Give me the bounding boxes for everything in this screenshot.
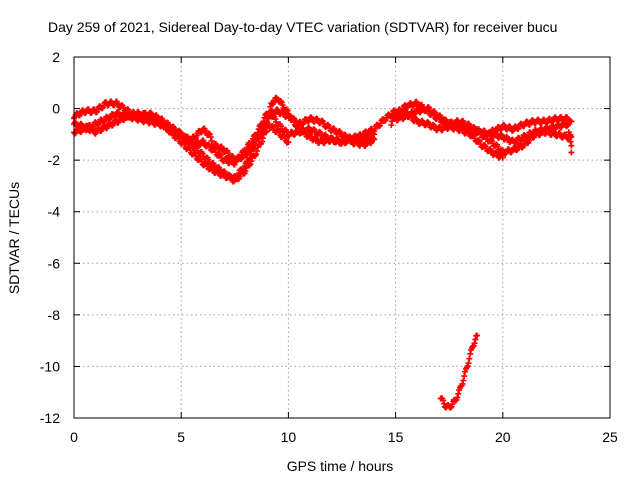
data-point bbox=[565, 129, 572, 136]
data-point bbox=[160, 120, 167, 127]
data-point bbox=[319, 117, 326, 124]
data-point bbox=[279, 108, 286, 115]
y-tick-label: -10 bbox=[40, 358, 60, 374]
data-point bbox=[371, 136, 378, 143]
data-point bbox=[568, 142, 575, 149]
data-point bbox=[424, 118, 431, 125]
data-point bbox=[460, 377, 467, 384]
data-point bbox=[242, 168, 249, 175]
x-tick-label: 10 bbox=[281, 429, 297, 445]
data-point bbox=[259, 121, 266, 128]
data-point bbox=[568, 149, 575, 156]
data-point bbox=[566, 134, 573, 141]
data-point bbox=[474, 332, 481, 339]
data-point bbox=[471, 340, 478, 347]
data-point bbox=[371, 131, 378, 138]
data-point bbox=[509, 127, 516, 134]
axis-ticks: 0 5 10 15 20 25 -12 -10 -8 -6 -4 -2 0 2 bbox=[40, 49, 618, 445]
data-point bbox=[131, 112, 138, 119]
data-point bbox=[447, 404, 454, 411]
y-tick-label: -6 bbox=[48, 255, 61, 271]
y-axis-label: SDTVAR / TECUs bbox=[6, 182, 22, 294]
data-point bbox=[376, 123, 383, 130]
y-tick-label: -2 bbox=[48, 152, 61, 168]
data-point bbox=[440, 397, 447, 404]
chart-title: Day 259 of 2021, Sidereal Day-to-day VTE… bbox=[48, 19, 557, 35]
data-point bbox=[459, 380, 466, 387]
data-point bbox=[273, 95, 280, 102]
data-point bbox=[254, 147, 261, 154]
data-point bbox=[250, 140, 257, 147]
y-tick-label: 2 bbox=[52, 49, 60, 65]
series-track-f bbox=[392, 104, 575, 157]
data-point bbox=[272, 116, 279, 123]
data-point bbox=[316, 128, 323, 135]
data-point bbox=[464, 363, 471, 370]
data-point bbox=[207, 134, 214, 141]
data-point bbox=[564, 114, 571, 121]
y-tick-label: 0 bbox=[52, 101, 60, 117]
data-point bbox=[206, 130, 213, 137]
x-tick-label: 20 bbox=[495, 429, 511, 445]
data-point bbox=[388, 122, 395, 129]
data-point bbox=[413, 98, 420, 105]
data-point bbox=[499, 154, 506, 161]
data-marks bbox=[71, 94, 575, 411]
x-axis-label: GPS time / hours bbox=[287, 458, 394, 474]
x-tick-label: 5 bbox=[177, 429, 185, 445]
data-point bbox=[285, 139, 292, 146]
data-point bbox=[465, 360, 472, 367]
data-point bbox=[262, 123, 269, 130]
x-tick-label: 15 bbox=[388, 429, 404, 445]
x-tick-label: 25 bbox=[602, 429, 618, 445]
data-point bbox=[261, 114, 268, 121]
data-point bbox=[454, 394, 461, 401]
data-point bbox=[254, 135, 261, 142]
series-track-g bbox=[489, 113, 575, 156]
data-point bbox=[461, 373, 468, 380]
data-point bbox=[389, 118, 396, 125]
data-point bbox=[249, 144, 256, 151]
data-point bbox=[99, 105, 106, 112]
data-point bbox=[248, 158, 255, 165]
y-tick-label: -12 bbox=[40, 410, 60, 426]
data-point bbox=[470, 123, 477, 130]
data-point bbox=[299, 121, 306, 128]
data-point bbox=[472, 336, 479, 343]
data-point bbox=[466, 355, 473, 362]
data-point bbox=[244, 149, 251, 156]
grid-lines bbox=[74, 57, 610, 418]
data-point bbox=[330, 125, 337, 132]
series-track-d bbox=[178, 118, 292, 165]
data-point bbox=[567, 138, 574, 145]
data-point bbox=[279, 102, 286, 109]
data-point bbox=[253, 151, 260, 158]
data-point bbox=[322, 131, 329, 138]
data-point bbox=[256, 132, 263, 139]
data-point bbox=[208, 137, 215, 144]
data-point bbox=[455, 390, 462, 397]
data-point bbox=[568, 118, 575, 125]
data-point bbox=[543, 120, 550, 127]
data-point bbox=[564, 122, 571, 129]
series-track-h bbox=[437, 332, 481, 411]
y-tick-label: -8 bbox=[48, 307, 61, 323]
data-point bbox=[338, 140, 345, 147]
data-point bbox=[469, 343, 476, 350]
x-tick-label: 0 bbox=[70, 429, 78, 445]
data-point bbox=[467, 350, 474, 357]
y-tick-label: -4 bbox=[48, 204, 61, 220]
data-point bbox=[259, 138, 266, 145]
data-point bbox=[89, 124, 96, 131]
plot-frame bbox=[73, 56, 611, 419]
data-point bbox=[324, 121, 331, 128]
